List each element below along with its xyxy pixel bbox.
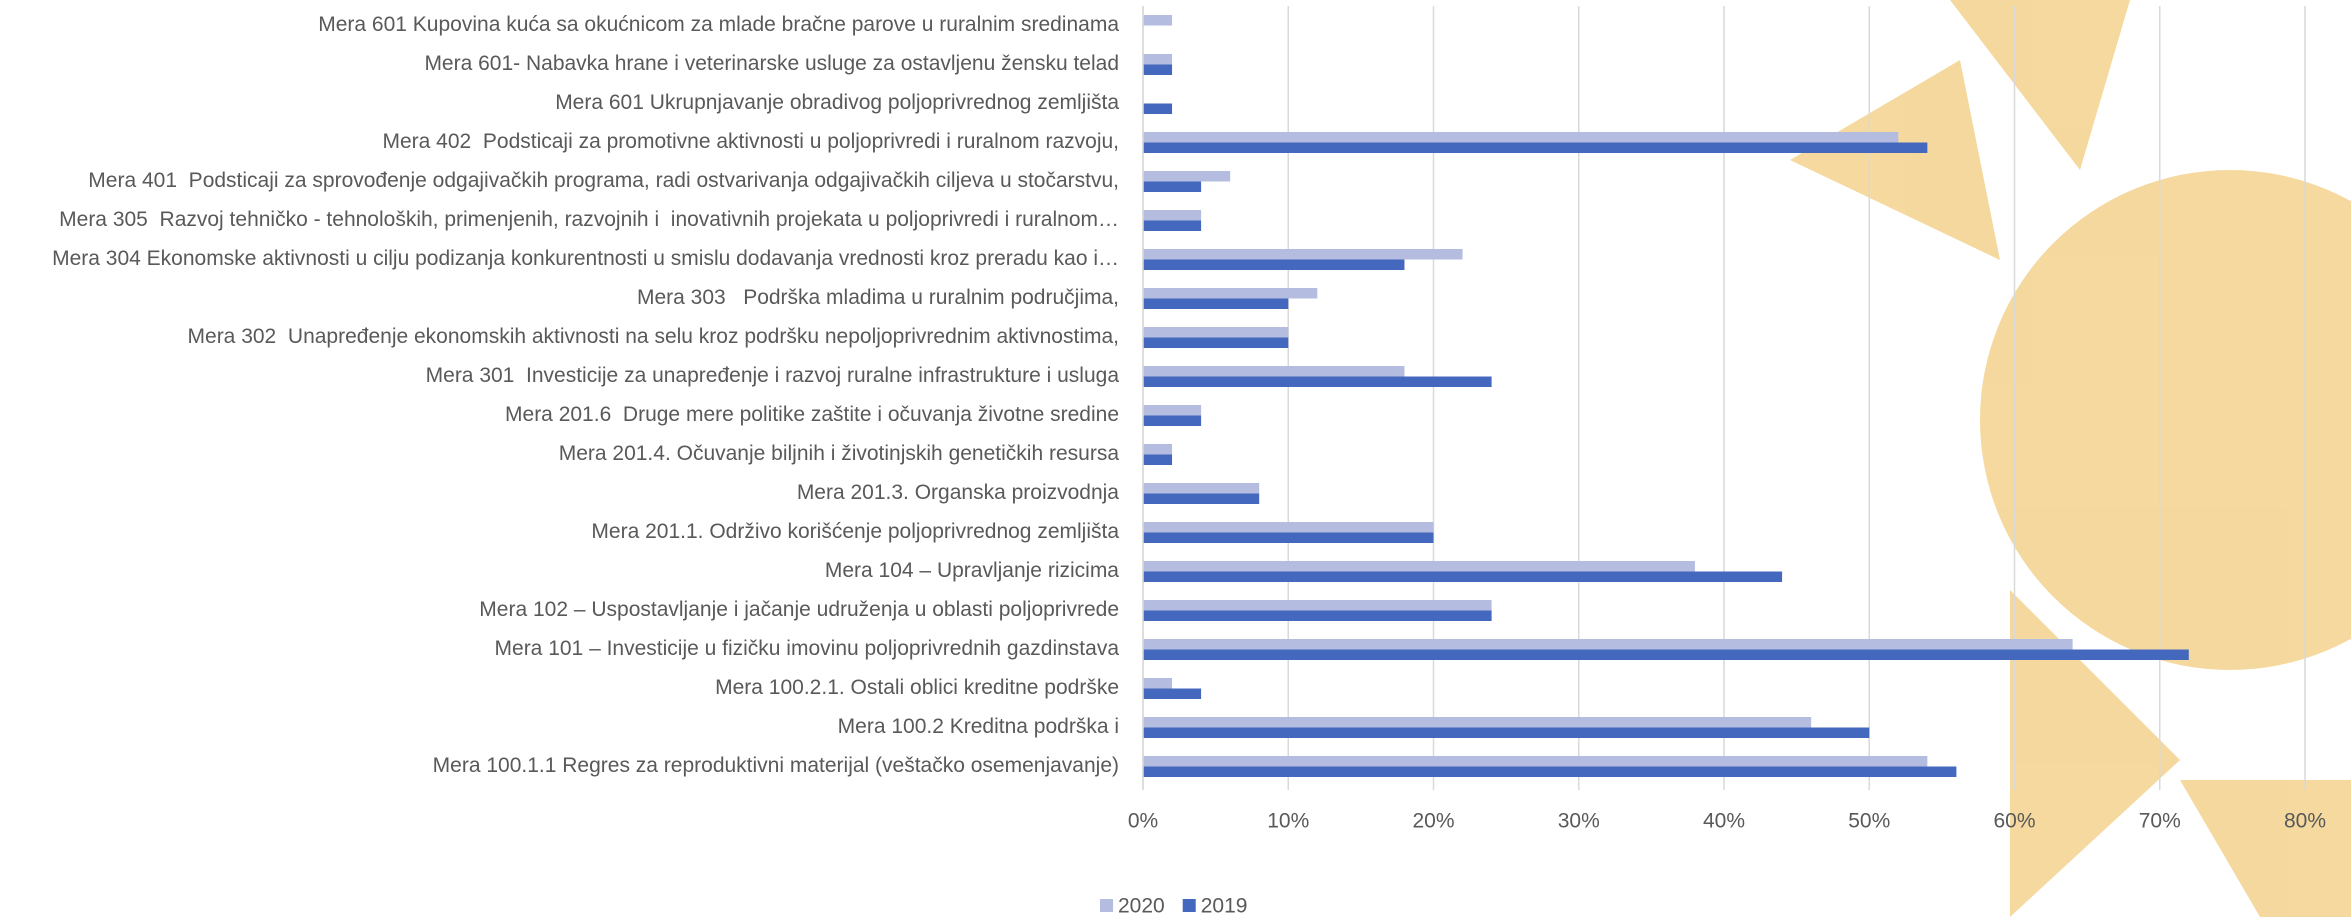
y-tick-label: Mera 304 Ekonomske aktivnosti u cilju po… bbox=[52, 247, 1119, 270]
x-tick-label: 50% bbox=[1848, 810, 1890, 833]
y-tick-label: Mera 201.1. Održivo korišćenje poljopriv… bbox=[591, 520, 1119, 543]
bar bbox=[1143, 493, 1260, 504]
bar bbox=[1143, 220, 1202, 231]
legend-swatch bbox=[1182, 899, 1196, 912]
legend-swatch bbox=[1100, 899, 1113, 912]
sun-ray bbox=[1950, 0, 2130, 170]
y-tick-label: Mera 100.2.1. Ostali oblici kreditne pod… bbox=[715, 676, 1119, 699]
bar bbox=[1143, 298, 1289, 309]
y-tick-label: Mera 201.4. Očuvanje biljnih i životinjs… bbox=[559, 442, 1120, 465]
x-tick-label: 80% bbox=[2284, 810, 2326, 833]
y-tick-label: Mera 104 – Upravljanje rizicima bbox=[825, 559, 1119, 582]
y-tick-label: Mera 601 Ukrupnjavanje obradivog poljopr… bbox=[555, 91, 1119, 114]
bar bbox=[1143, 571, 1783, 582]
x-tick-label: 60% bbox=[1993, 810, 2035, 833]
y-tick-label: Mera 601- Nabavka hrane i veterinarske u… bbox=[424, 52, 1119, 75]
y-tick-label: Mera 102 – Uspostavljanje i jačanje udru… bbox=[479, 598, 1119, 621]
sun-ray bbox=[1790, 60, 2000, 260]
y-tick-label: Mera 305 Razvoj tehničko - tehnoloških, … bbox=[59, 208, 1119, 231]
bar bbox=[1143, 288, 1318, 299]
bar bbox=[1143, 249, 1463, 260]
bar bbox=[1143, 688, 1202, 699]
bar bbox=[1143, 483, 1260, 494]
y-tick-label: Mera 303 Podrška mladima u ruralnim podr… bbox=[637, 286, 1119, 309]
bar bbox=[1143, 103, 1173, 114]
bar bbox=[1143, 405, 1202, 416]
y-tick-label: Mera 100.1.1 Regres za reproduktivni mat… bbox=[433, 754, 1119, 777]
sun-ray bbox=[2010, 590, 2180, 917]
y-tick-label: Mera 301 Investicije za unapređenje i ra… bbox=[426, 364, 1120, 387]
bar bbox=[1143, 639, 2073, 650]
y-tick-label: Mera 302 Unapređenje ekonomskih aktivnos… bbox=[188, 325, 1119, 348]
y-tick-label: Mera 401 Podsticaji za sprovođenje odgaj… bbox=[88, 169, 1119, 192]
legend-label: 2020 bbox=[1118, 895, 1165, 917]
y-tick-label: Mera 101 – Investicije u fizičku imovinu… bbox=[495, 637, 1120, 660]
bar bbox=[1143, 366, 1405, 377]
y-tick-label: Mera 601 Kupovina kuća sa okućnicom za m… bbox=[318, 13, 1119, 36]
y-tick-label: Mera 402 Podsticaji za promotivne aktivn… bbox=[383, 130, 1120, 153]
bar bbox=[1143, 415, 1202, 426]
bar bbox=[1143, 756, 1928, 767]
bar bbox=[1143, 522, 1434, 533]
bar bbox=[1143, 454, 1173, 465]
bar bbox=[1143, 54, 1173, 65]
bar bbox=[1143, 337, 1289, 348]
bar bbox=[1143, 142, 1928, 153]
bar bbox=[1143, 727, 1870, 738]
bar bbox=[1143, 376, 1492, 387]
bar bbox=[1143, 210, 1202, 221]
bar bbox=[1143, 171, 1231, 182]
bar bbox=[1143, 259, 1405, 270]
bar bbox=[1143, 444, 1173, 455]
legend-label: 2019 bbox=[1201, 895, 1248, 917]
y-tick-label: Mera 201.3. Organska proizvodnja bbox=[797, 481, 1119, 504]
x-tick-label: 40% bbox=[1703, 810, 1745, 833]
bar bbox=[1143, 327, 1289, 338]
bar bbox=[1143, 678, 1173, 689]
x-tick-label: 30% bbox=[1558, 810, 1600, 833]
bar bbox=[1143, 717, 1812, 728]
sun-disc bbox=[1980, 170, 2351, 670]
sun-ray bbox=[2180, 780, 2351, 917]
x-tick-label: 70% bbox=[2139, 810, 2181, 833]
bar bbox=[1143, 15, 1173, 26]
x-tick-label: 10% bbox=[1267, 810, 1309, 833]
y-tick-label: Mera 201.6 Druge mere politike zaštite i… bbox=[505, 403, 1119, 426]
bar bbox=[1143, 561, 1695, 572]
background-sun bbox=[1790, 0, 2351, 917]
bar bbox=[1143, 532, 1434, 543]
bar bbox=[1143, 610, 1492, 621]
x-tick-label: 20% bbox=[1412, 810, 1454, 833]
bar bbox=[1143, 649, 2189, 660]
bar bbox=[1143, 132, 1899, 143]
bar bbox=[1143, 181, 1202, 192]
bar bbox=[1143, 64, 1173, 75]
x-tick-label: 0% bbox=[1128, 810, 1158, 833]
bar bbox=[1143, 600, 1492, 611]
y-tick-label: Mera 100.2 Kreditna podrška i bbox=[838, 715, 1119, 738]
bar bbox=[1143, 766, 1957, 777]
